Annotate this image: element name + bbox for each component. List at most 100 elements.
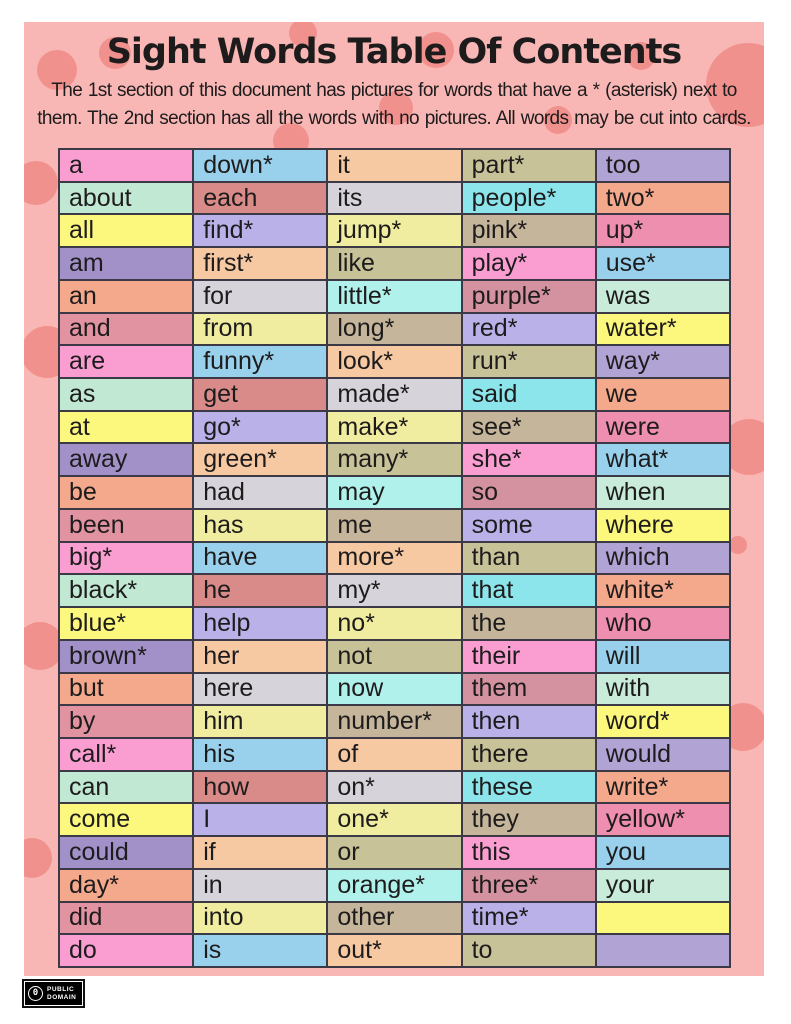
- word-cell: he: [192, 573, 329, 609]
- table-row: a down* it part* too: [57, 148, 732, 183]
- table-row: about each its people* two*: [57, 180, 732, 216]
- word-cell: way*: [594, 344, 732, 380]
- word-cell: be: [57, 475, 195, 510]
- public-domain-badge: 0 PUBLIC DOMAIN: [22, 979, 86, 1008]
- word-cell: call*: [57, 736, 195, 772]
- polka-dot: [379, 91, 413, 125]
- word-cell: make*: [326, 409, 463, 445]
- word-cell: pink*: [460, 213, 597, 249]
- table-row: blue* help no* the who: [57, 606, 732, 641]
- table-row: by him number* then word*: [57, 704, 732, 739]
- word-cell: said: [460, 377, 597, 412]
- word-cell: a: [57, 148, 195, 183]
- table-row: do is out* to: [57, 933, 732, 968]
- word-cell: these: [460, 769, 597, 805]
- word-cell: or: [326, 835, 463, 870]
- public-domain-label-line1: PUBLIC: [47, 986, 75, 994]
- word-cell: like: [326, 246, 463, 281]
- word-cell: from: [192, 311, 329, 347]
- word-cell: who: [594, 606, 732, 641]
- word-cell: jump*: [326, 213, 463, 249]
- word-cell: funny*: [192, 344, 329, 380]
- word-cell: her: [192, 638, 329, 674]
- word-cell: to: [460, 933, 597, 968]
- word-cell: help: [192, 606, 329, 641]
- word-cell: could: [57, 835, 195, 870]
- word-cell: time*: [460, 900, 597, 936]
- word-cell: my*: [326, 573, 463, 609]
- word-cell: it: [326, 148, 463, 183]
- word-cell: I: [192, 802, 329, 838]
- word-cell: for: [192, 278, 329, 314]
- word-cell: into: [192, 900, 329, 936]
- word-cell: him: [192, 704, 329, 739]
- word-cell: at: [57, 409, 195, 445]
- word-cell: we: [594, 377, 732, 412]
- word-cell: had: [192, 475, 329, 510]
- word-cell: red*: [460, 311, 597, 347]
- word-cell: in: [192, 867, 329, 903]
- word-cell: long*: [326, 311, 463, 347]
- word-cell: write*: [594, 769, 732, 805]
- word-cell: an: [57, 278, 195, 314]
- word-cell: play*: [460, 246, 597, 281]
- description-line-1: The 1st section of this document has pic…: [51, 80, 737, 101]
- word-cell: go*: [192, 409, 329, 445]
- public-domain-label: PUBLIC DOMAIN: [47, 986, 76, 1001]
- table-row: at go* make* see* were: [57, 409, 732, 445]
- polka-dot: [729, 536, 747, 554]
- word-cell: where: [594, 507, 732, 543]
- word-cell: are: [57, 344, 195, 380]
- word-cell: were: [594, 409, 732, 445]
- polka-dot: [37, 50, 77, 90]
- word-cell: purple*: [460, 278, 597, 314]
- word-cell: first*: [192, 246, 329, 281]
- word-cell: away: [57, 442, 195, 478]
- table-row: can how on* these write*: [57, 769, 732, 805]
- word-cell: come: [57, 802, 195, 838]
- public-domain-label-line2: DOMAIN: [47, 993, 77, 1001]
- word-cell: part*: [460, 148, 597, 183]
- word-cell: all: [57, 213, 195, 249]
- public-domain-icon: 0: [28, 986, 43, 1001]
- table-row: been has me some where: [57, 507, 732, 543]
- pink-panel: Sight Words Table Of Contents The 1st se…: [24, 22, 764, 976]
- polka-dot: [24, 838, 52, 878]
- word-cell: may: [326, 475, 463, 510]
- description-line-2: them. The 2nd section has all the words …: [37, 108, 751, 129]
- table-row: as get made* said we: [57, 377, 732, 412]
- word-cell: no*: [326, 606, 463, 641]
- word-cell: see*: [460, 409, 597, 445]
- word-cell: brown*: [57, 638, 195, 674]
- table-row: black* he my* that white*: [57, 573, 732, 609]
- word-cell: and: [57, 311, 195, 347]
- word-cell: when: [594, 475, 732, 510]
- word-cell: what*: [594, 442, 732, 478]
- word-cell: now: [326, 671, 463, 707]
- word-cell: have: [192, 540, 329, 576]
- polka-dot: [24, 161, 58, 205]
- word-cell: will: [594, 638, 732, 674]
- word-cell: word*: [594, 704, 732, 739]
- table-row: brown* her not their will: [57, 638, 732, 674]
- word-cell: you: [594, 835, 732, 870]
- word-cell: with: [594, 671, 732, 707]
- word-cell: them: [460, 671, 597, 707]
- word-cell: big*: [57, 540, 195, 576]
- word-cell: his: [192, 736, 329, 772]
- word-cell: their: [460, 638, 597, 674]
- word-cell: by: [57, 704, 195, 739]
- word-cell: its: [326, 180, 463, 216]
- word-cell: been: [57, 507, 195, 543]
- page-title: Sight Words Table Of Contents: [106, 32, 683, 72]
- table-row: day* in orange* three* your: [57, 867, 732, 903]
- word-cell: which: [594, 540, 732, 576]
- word-cell: they: [460, 802, 597, 838]
- sight-words-table-body: a down* it part* too about each its people* two* a…: [57, 148, 732, 968]
- table-row: are funny* look* run* way*: [57, 344, 732, 380]
- word-cell: that: [460, 573, 597, 609]
- empty-cell: [594, 900, 732, 936]
- table-row: am first* like play* use*: [57, 246, 732, 281]
- word-cell: but: [57, 671, 195, 707]
- polka-dot: [24, 622, 64, 670]
